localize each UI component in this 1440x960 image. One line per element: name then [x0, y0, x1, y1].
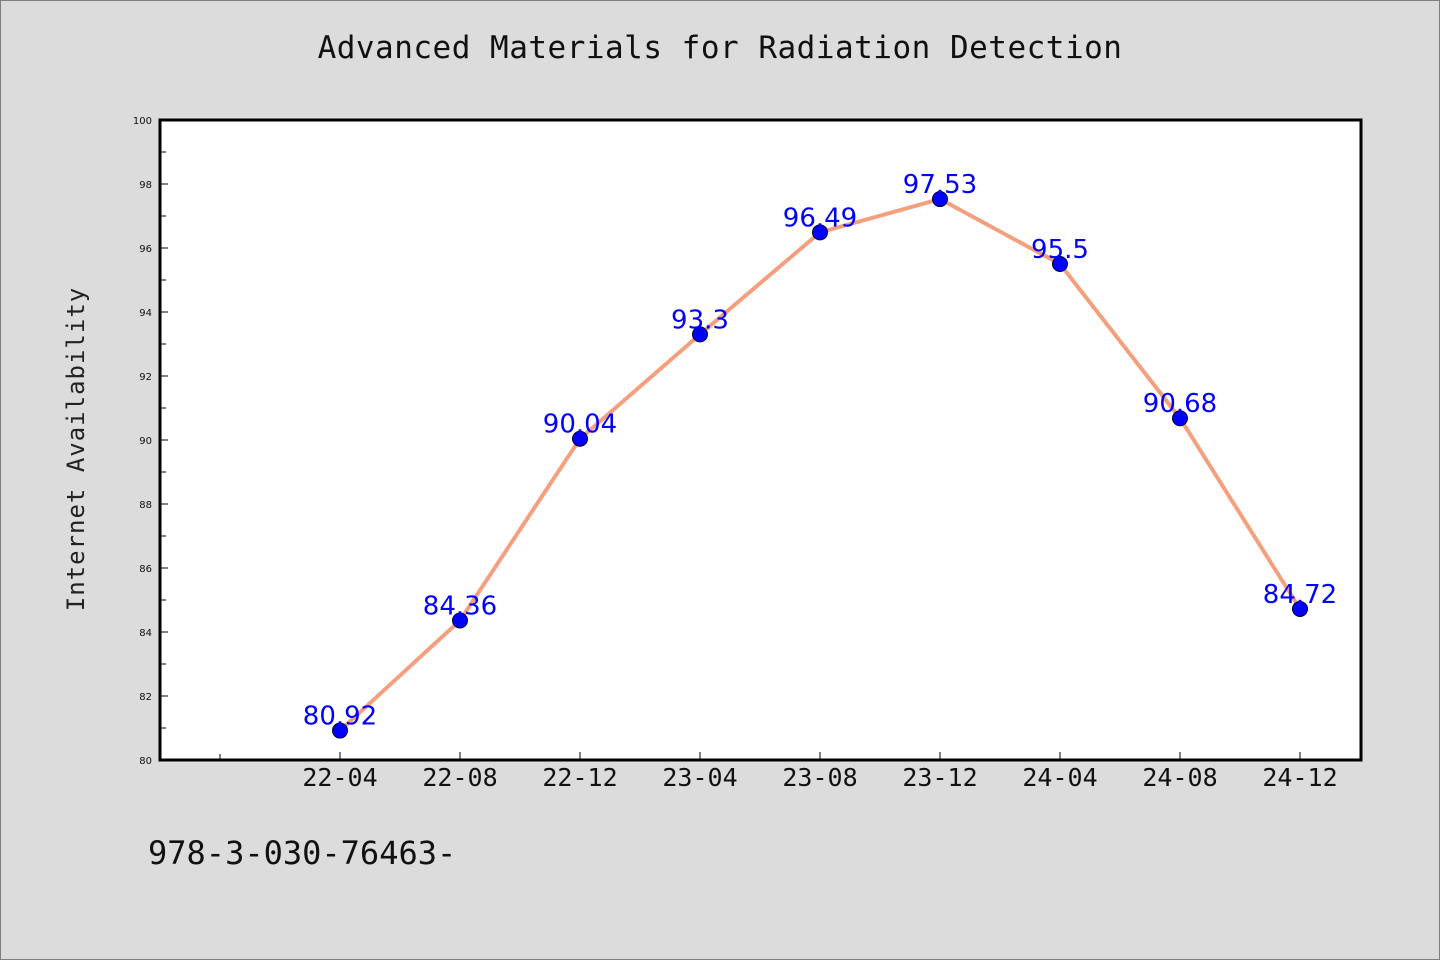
x-tick-label: 24-04 [1022, 763, 1097, 792]
data-point [1052, 256, 1068, 272]
plot-area [158, 118, 1363, 762]
y-tick-label: 84 [139, 628, 152, 639]
footer-text: 978-3-030-76463- [148, 834, 457, 872]
y-tick-label: 88 [139, 500, 152, 511]
chart-title: Advanced Materials for Radiation Detecti… [317, 30, 1123, 66]
data-label: 96.49 [783, 203, 857, 233]
series [332, 191, 1308, 739]
x-tick-label: 23-04 [662, 763, 737, 792]
data-point [692, 326, 708, 343]
x-tick-label: 24-12 [1262, 763, 1337, 792]
data-point [452, 612, 468, 629]
y-tick-label: 92 [139, 372, 152, 383]
y-axis: 80 82 84 86 88 90 92 94 96 98 100 [133, 116, 168, 767]
x-tick-label: 23-08 [782, 763, 857, 792]
data-point [1172, 410, 1188, 427]
data-label: 95.5 [1031, 235, 1089, 265]
data-label: 90.68 [1143, 389, 1217, 419]
y-tick-label: 82 [139, 692, 152, 703]
y-tick-label: 96 [139, 244, 152, 255]
y-tick-label: 100 [133, 116, 152, 127]
data-point [332, 722, 348, 739]
x-tick-label: 24-08 [1142, 763, 1217, 792]
y-tick-label: 98 [139, 180, 152, 191]
data-point [572, 430, 588, 447]
x-tick-label: 22-08 [422, 763, 497, 792]
data-point [1292, 600, 1308, 617]
data-label: 93.3 [671, 305, 729, 335]
data-label: 84.72 [1263, 580, 1337, 610]
x-axis: 22-04 22-08 22-12 23-04 23-08 23-12 24-04 24-08… [219, 752, 1338, 792]
data-point [812, 224, 828, 241]
data-point [932, 191, 948, 208]
y-tick-label: 90 [139, 436, 152, 447]
y-tick-label: 80 [139, 756, 152, 767]
y-tick-label: 94 [139, 308, 152, 319]
y-tick-label: 86 [139, 564, 152, 575]
data-label: 84.36 [423, 591, 497, 621]
data-labels: 80.92 84.36 90.04 93.3 96.49 97.53 95.5 90.68 84… [303, 170, 1337, 732]
x-tick-label: 22-12 [542, 763, 617, 792]
x-tick-label: 22-04 [302, 763, 377, 792]
data-label: 97.53 [903, 170, 977, 200]
data-label: 90.04 [543, 410, 617, 440]
x-tick-label: 23-12 [902, 763, 977, 792]
data-label: 80.92 [303, 702, 377, 732]
